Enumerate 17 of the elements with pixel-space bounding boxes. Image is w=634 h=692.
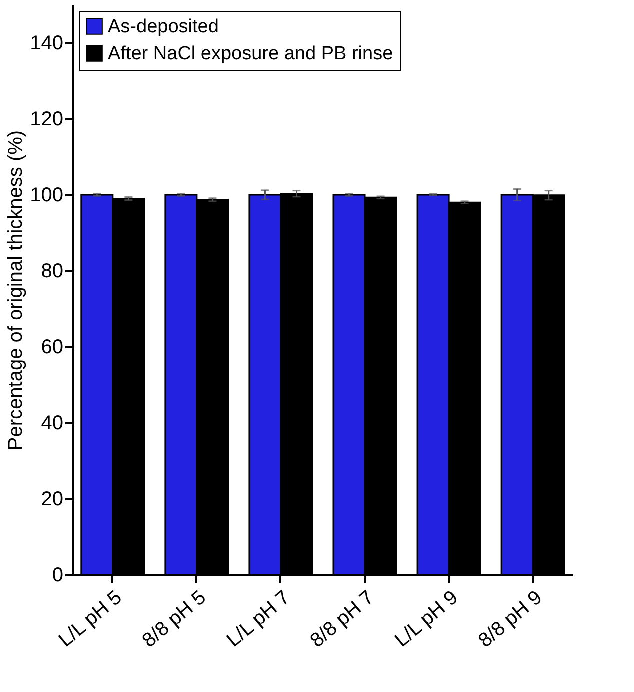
y-tick-label: 60 — [41, 336, 64, 358]
x-tick-label: 8/8 pH 5 — [138, 586, 210, 652]
legend-label: After NaCl exposure and PB rinse — [108, 44, 394, 64]
y-tick-label: 40 — [41, 412, 64, 434]
x-tick-label: 8/8 pH 7 — [306, 586, 379, 652]
x-tick-label: L/L pH 9 — [391, 586, 463, 652]
x-tick-label: 8/8 pH 9 — [474, 586, 547, 652]
y-tick-label: 100 — [30, 184, 64, 206]
x-tick-label: L/L pH 5 — [54, 586, 126, 652]
y-tick-label: 80 — [41, 260, 64, 282]
y-tick-label: 140 — [30, 32, 64, 54]
y-axis-title: Percentage of original thickness (%) — [5, 130, 28, 451]
x-tick-label: L/L pH 7 — [222, 586, 294, 652]
legend-label: As-deposited — [108, 16, 219, 38]
y-tick-label: 0 — [52, 564, 64, 586]
y-tick-label: 20 — [41, 488, 64, 510]
y-tick-label: 120 — [30, 108, 64, 130]
